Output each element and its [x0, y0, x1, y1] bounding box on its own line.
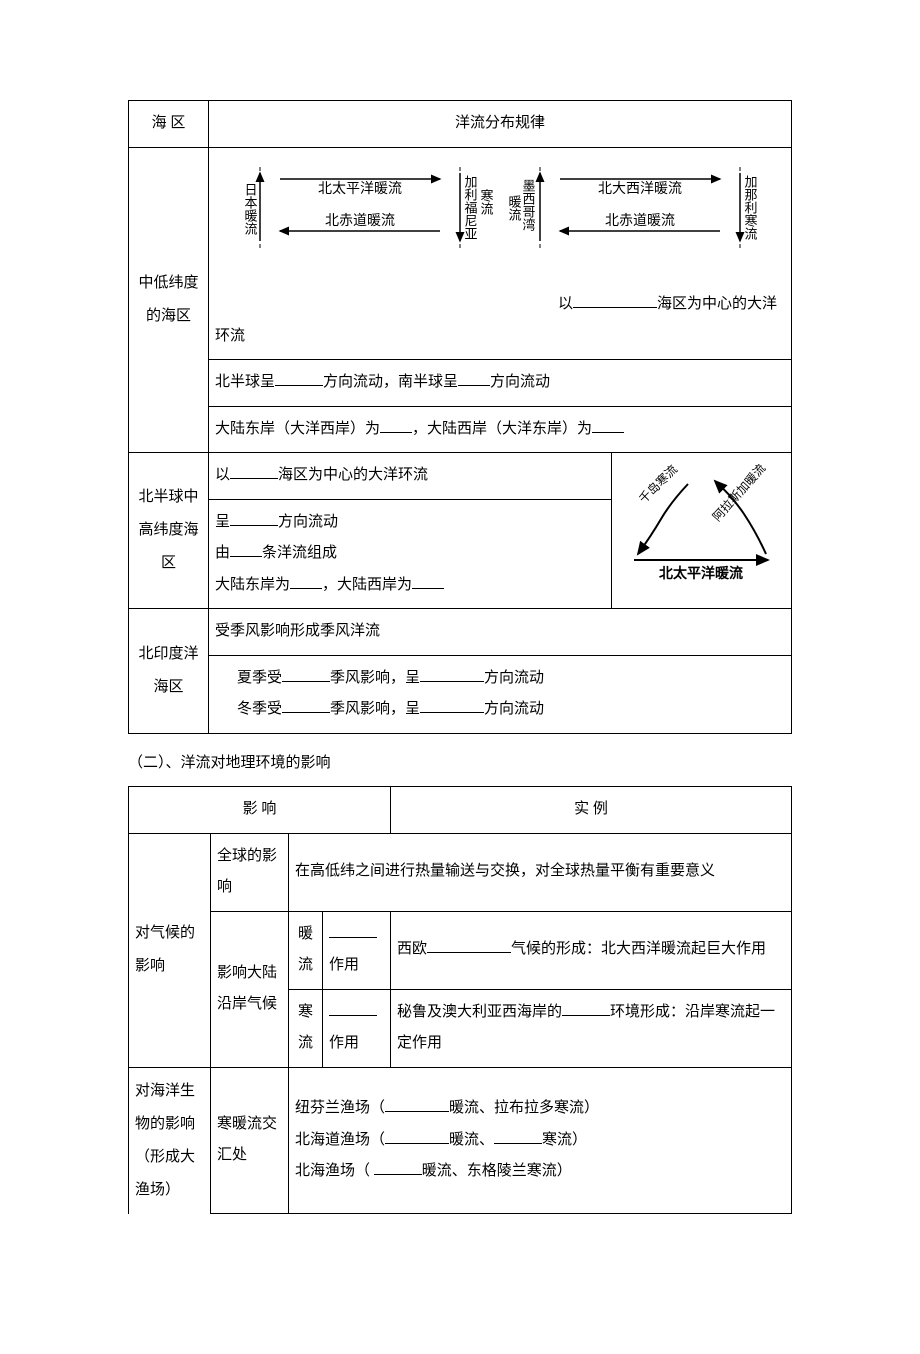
blank[interactable]: [427, 938, 511, 953]
header-dist-law: 洋流分布规律: [209, 101, 792, 148]
north-high-line1: 以海区为中心的大洋环流: [209, 453, 612, 500]
blank[interactable]: [458, 371, 490, 386]
warm-current-cell: 暖流: [289, 911, 323, 989]
north-pacific-warm-label: 北太平洋暖流: [318, 181, 402, 197]
header-influence: 影 响: [129, 787, 391, 834]
blank[interactable]: [412, 574, 444, 589]
header-example: 实 例: [391, 787, 792, 834]
fisheries: 纽芬兰渔场（暖流、拉布拉多寒流） 北海道渔场（暖流、寒流） 北海渔场（ 暖流、东…: [289, 1067, 792, 1214]
global-text: 在高低纬之间进行热量输送与交换，对全球热量平衡有重要意义: [289, 833, 792, 911]
blank[interactable]: [385, 1097, 449, 1112]
blank[interactable]: [230, 511, 278, 526]
canary-cold-label: 加那利寒流: [743, 175, 758, 240]
blank[interactable]: [374, 1160, 422, 1175]
cold-current-cell: 寒流: [289, 989, 323, 1067]
blank[interactable]: [230, 542, 262, 557]
gyre-diagram-svg: 北太平洋暖流 北赤道暖流 日本暖流 加利福尼亚 寒流: [240, 159, 760, 269]
north-equator-warm-label: 北赤道暖流: [325, 213, 395, 229]
blank[interactable]: [380, 418, 412, 433]
mid-low-label: 中低纬度的海区: [129, 147, 209, 453]
blank[interactable]: [420, 698, 484, 713]
blank[interactable]: [329, 923, 377, 938]
blank[interactable]: [282, 698, 330, 713]
north-pacific-warm-label2: 北太平洋暖流: [659, 565, 743, 582]
mix-label: 寒暖流交汇处: [211, 1067, 289, 1214]
north-equator-warm2-label: 北赤道暖流: [605, 213, 675, 229]
indian-seasons: 夏季受季风影响，呈方向流动 冬季受季风影响，呈方向流动: [209, 655, 792, 733]
blank[interactable]: [420, 667, 484, 682]
header-sea-area: 海 区: [129, 101, 209, 148]
blank[interactable]: [494, 1129, 542, 1144]
warm-effect-cell: 作用: [323, 911, 391, 989]
subpolar-gyre-svg: 千岛寒流 阿拉斯加暖流 北太平洋暖流: [616, 464, 786, 584]
blank[interactable]: [275, 371, 323, 386]
indian-label: 北印度洋海区: [129, 609, 209, 734]
mid-low-line4: 大陆东岸（大洋西岸）为，大陆西岸（大洋东岸）为: [209, 406, 792, 453]
blank[interactable]: [230, 464, 278, 479]
north-high-label: 北半球中高纬度海区: [129, 453, 209, 609]
climate-label: 对气候的影响: [129, 833, 211, 1067]
blank[interactable]: [290, 574, 322, 589]
mid-low-diagram-cell: 北太平洋暖流 北赤道暖流 日本暖流 加利福尼亚 寒流: [209, 147, 792, 360]
indian-line1: 受季风影响形成季风洋流: [209, 609, 792, 656]
warm-current-label: 暖流: [507, 195, 522, 221]
mid-low-line2: 环流: [215, 321, 785, 353]
blank[interactable]: [573, 293, 657, 308]
cold-example: 秘鲁及澳大利亚西海岸的环境形成：沿岸寒流起一定作用: [391, 989, 792, 1067]
cold-current-label: 寒流: [479, 188, 494, 215]
california-label: 加利福尼亚: [463, 175, 478, 240]
mexico-gulf-label: 墨西哥湾: [521, 179, 536, 231]
north-high-lines: 呈方向流动 由条洋流组成 大陆东岸为，大陆西岸为: [209, 499, 612, 609]
marine-label: 对海洋生物的影响（形成大渔场）: [129, 1067, 211, 1214]
mid-low-diagram: 北太平洋暖流 北赤道暖流 日本暖流 加利福尼亚 寒流: [215, 155, 785, 290]
blank[interactable]: [592, 418, 624, 433]
north-high-diagram-cell: 千岛寒流 阿拉斯加暖流 北太平洋暖流: [611, 453, 791, 609]
global-label: 全球的影响: [211, 833, 289, 911]
blank[interactable]: [282, 667, 330, 682]
mid-low-line3: 北半球呈方向流动，南半球呈方向流动: [209, 360, 792, 407]
blank[interactable]: [329, 1001, 377, 1016]
blank[interactable]: [562, 1001, 610, 1016]
mid-low-caption: 以海区为中心的大洋: [215, 289, 785, 321]
japan-warm-label: 日本暖流: [243, 183, 258, 235]
ocean-current-impact-table: 影 响 实 例 对气候的影响 全球的影响 在高低纬之间进行热量输送与交换，对全球…: [128, 786, 792, 1214]
section2-title: （二）、洋流对地理环境的影响: [128, 752, 792, 775]
ocean-current-distribution-table: 海 区 洋流分布规律 中低纬度的海区: [128, 100, 792, 734]
north-atlantic-warm-label: 北大西洋暖流: [598, 181, 682, 197]
blank[interactable]: [385, 1129, 449, 1144]
warm-example: 西欧气候的形成：北大西洋暖流起巨大作用: [391, 911, 792, 989]
cold-effect-cell: 作用: [323, 989, 391, 1067]
coast-label: 影响大陆沿岸气候: [211, 911, 289, 1067]
alaska-warm-label: 阿拉斯加暖流: [710, 464, 769, 524]
